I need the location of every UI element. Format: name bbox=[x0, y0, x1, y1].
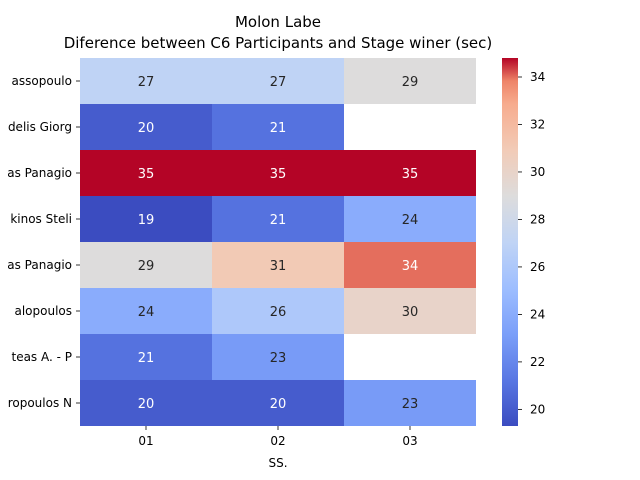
cell-value-label: 21 bbox=[270, 121, 287, 136]
heatmap-cell bbox=[344, 288, 476, 334]
x-tick-label: 01 bbox=[138, 434, 153, 448]
chart-title: Molon Labe bbox=[235, 13, 321, 31]
y-tick-label: as Panagio bbox=[7, 166, 72, 180]
heatmap-cell bbox=[212, 242, 344, 288]
colorbar-tick-label: 24 bbox=[530, 307, 545, 321]
cell-value-label: 27 bbox=[270, 75, 287, 90]
heatmap-cell bbox=[80, 242, 212, 288]
colorbar-tick-label: 30 bbox=[530, 165, 545, 179]
cell-value-label: 35 bbox=[402, 167, 419, 182]
colorbar-ticks: 20 22 24 26 28 30 32 34 bbox=[518, 70, 545, 416]
cell-value-label: 35 bbox=[138, 167, 155, 182]
heatmap-cell bbox=[212, 196, 344, 242]
colorbar-tick-label: 22 bbox=[530, 355, 545, 369]
heatmap-cell bbox=[80, 380, 212, 426]
x-tick-label: 02 bbox=[270, 434, 285, 448]
heatmap-cell bbox=[344, 196, 476, 242]
x-axis-label: SS. bbox=[268, 456, 287, 470]
heatmap-cell bbox=[80, 334, 212, 380]
cell-value-label: 24 bbox=[138, 305, 155, 320]
cell-value-label: 23 bbox=[270, 351, 287, 366]
heatmap-cell bbox=[80, 58, 212, 104]
x-tick-labels: 01 02 03 bbox=[138, 426, 418, 448]
cell-value-label: 29 bbox=[138, 259, 155, 274]
cell-value-label: 20 bbox=[270, 397, 287, 412]
cell-value-label: 34 bbox=[402, 259, 419, 274]
heatmap-cell bbox=[344, 58, 476, 104]
heatmap-cell bbox=[80, 150, 212, 196]
heatmap-cell bbox=[212, 288, 344, 334]
colorbar-tick-label: 32 bbox=[530, 117, 545, 131]
heatmap-cell bbox=[212, 380, 344, 426]
colorbar-tick-label: 34 bbox=[530, 70, 545, 84]
cell-value-label: 21 bbox=[270, 213, 287, 228]
colorbar bbox=[502, 58, 518, 426]
cell-value-label: 27 bbox=[138, 75, 155, 90]
y-tick-label: ropoulos N bbox=[8, 396, 72, 410]
cell-value-label: 23 bbox=[402, 397, 419, 412]
colorbar-tick-label: 28 bbox=[530, 212, 545, 226]
heatmap-cell bbox=[212, 58, 344, 104]
y-tick-label: alopoulos bbox=[14, 304, 72, 318]
y-tick-label: kinos Steli bbox=[10, 212, 72, 226]
y-tick-label: teas A. - P bbox=[11, 350, 72, 364]
heatmap-cell bbox=[344, 150, 476, 196]
y-tick-labels: assopoulo delis Giorg as Panagio kinos Stel… bbox=[7, 74, 80, 410]
y-tick-label: assopoulo bbox=[12, 74, 72, 88]
cell-value-label: 20 bbox=[138, 397, 155, 412]
colorbar-tick-label: 26 bbox=[530, 260, 545, 274]
colorbar-tick-label: 20 bbox=[530, 402, 545, 416]
heatmap-cell bbox=[80, 196, 212, 242]
y-tick-label: delis Giorg bbox=[8, 120, 72, 134]
cell-value-label: 19 bbox=[138, 213, 155, 228]
cell-value-label: 20 bbox=[138, 121, 155, 136]
heatmap-cells: 27 27 29 20 21 35 35 35 19 21 24 29 31 34 24 26 30 21 23 20… bbox=[80, 58, 476, 426]
cell-value-label: 24 bbox=[402, 213, 419, 228]
heatmap-cell bbox=[80, 288, 212, 334]
y-tick-label: as Panagio bbox=[7, 258, 72, 272]
heatmap-cell bbox=[212, 150, 344, 196]
cell-value-label: 35 bbox=[270, 167, 287, 182]
cell-value-label: 31 bbox=[270, 259, 287, 274]
heatmap-cell bbox=[212, 104, 344, 150]
cell-value-label: 26 bbox=[270, 305, 287, 320]
heatmap-cell bbox=[344, 242, 476, 288]
x-tick-label: 03 bbox=[402, 434, 417, 448]
chart-subtitle: Diference between C6 Participants and St… bbox=[64, 34, 493, 52]
cell-value-label: 29 bbox=[402, 75, 419, 90]
heatmap-cell bbox=[212, 334, 344, 380]
heatmap-cell bbox=[80, 104, 212, 150]
cell-value-label: 30 bbox=[402, 305, 419, 320]
cell-value-label: 21 bbox=[138, 351, 155, 366]
heatmap-cell bbox=[344, 380, 476, 426]
